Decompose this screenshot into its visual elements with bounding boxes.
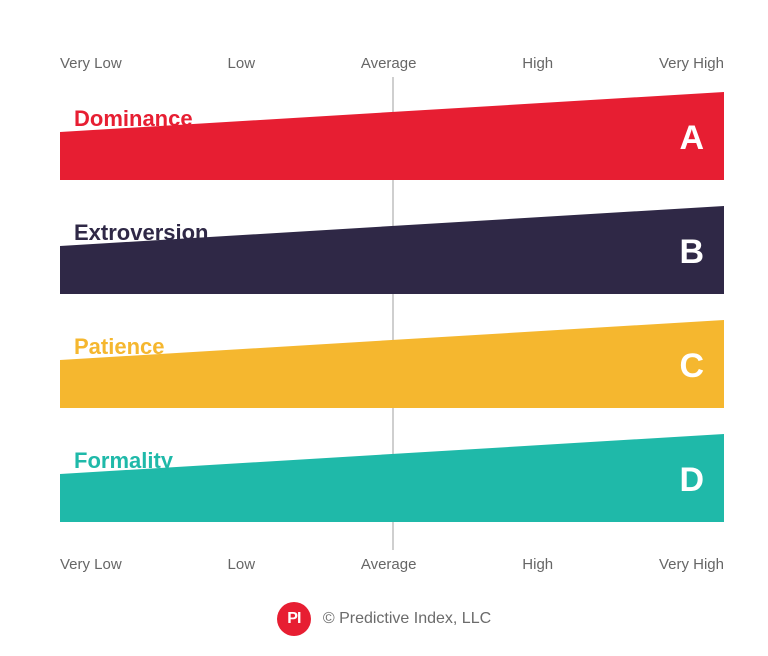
- factor-name: Dominance: [74, 106, 193, 132]
- factor-name: Formality: [74, 448, 173, 474]
- brand-logo-icon: PI: [277, 602, 311, 636]
- footer: PI © Predictive Index, LLC: [0, 602, 768, 636]
- scale-label: High: [522, 55, 553, 72]
- scale-label: Average: [361, 556, 417, 573]
- factor-letter: C: [679, 347, 704, 386]
- copyright-text: © Predictive Index, LLC: [323, 610, 491, 628]
- scale-bottom: Very Low Low Average High Very High: [60, 556, 724, 573]
- scale-top: Very Low Low Average High Very High: [60, 55, 724, 72]
- factor-letter: B: [679, 233, 704, 272]
- scale-label: Very High: [659, 556, 724, 573]
- chart-stage: Very Low Low Average High Very High Dominanc…: [0, 0, 768, 656]
- factor-name: Extroversion: [74, 220, 209, 246]
- factor-name: Patience: [74, 334, 165, 360]
- scale-label: High: [522, 556, 553, 573]
- factor-letter: A: [679, 119, 704, 158]
- midline-segment: [392, 522, 394, 550]
- scale-label: Very Low: [60, 55, 122, 72]
- scale-label: Average: [361, 55, 417, 72]
- brand-logo-text: PI: [287, 610, 300, 628]
- scale-label: Low: [228, 55, 256, 72]
- scale-label: Very High: [659, 55, 724, 72]
- scale-label: Very Low: [60, 556, 122, 573]
- factor-letter: D: [679, 461, 704, 500]
- scale-label: Low: [228, 556, 256, 573]
